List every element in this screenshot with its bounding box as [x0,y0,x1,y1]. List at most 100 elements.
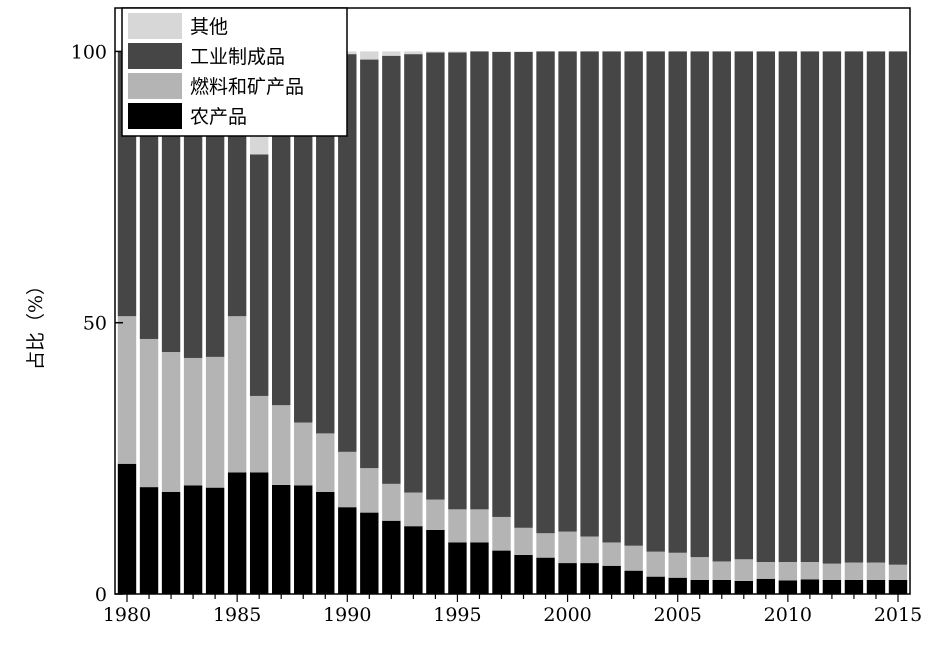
bar-segment-1998-series-0 [514,554,533,594]
bar-segment-1999-series-1 [536,533,555,558]
bar-segment-1991-series-0 [360,512,379,594]
bar-segment-2007-series-1 [712,561,731,580]
x-tick-label-1985: 1985 [213,604,261,626]
bar-segment-2013-series-2 [844,51,864,563]
legend-swatch-3 [128,103,182,129]
bar-segment-1984-series-1 [205,356,225,488]
bar-segment-1999-series-0 [536,557,555,594]
bar-segment-2014-series-0 [866,579,886,594]
bar-group [117,51,908,594]
bar-segment-2008-series-1 [734,559,753,581]
x-tick-label-2015: 2015 [874,604,922,626]
bar-segment-2003-series-2 [624,51,643,546]
legend-label-0: 其他 [190,16,228,38]
bar-segment-1992-series-2 [382,55,401,484]
bar-segment-1995-series-3 [448,51,467,53]
bar-segment-1992-series-3 [382,51,401,56]
bar-segment-1992-series-1 [382,483,401,521]
bar-segment-2002-series-0 [602,565,621,594]
bar-segment-2013-series-0 [844,579,864,594]
bar-segment-2012-series-2 [822,51,842,564]
plot-frame [114,7,911,595]
bar-segment-2006-series-1 [690,557,709,580]
legend-swatch-1 [128,43,182,69]
bar-segment-1996-series-1 [470,509,489,543]
bar-segment-1993-series-1 [404,492,423,527]
bar-segment-2004-series-1 [646,551,665,577]
bar-segment-1980-series-0 [117,463,137,594]
bar-segment-1998-series-3 [514,51,533,52]
bar-segment-2004-series-0 [646,576,665,594]
bar-segment-2009-series-1 [756,561,776,579]
x-tick-label-1980: 1980 [103,604,151,626]
bar-segment-2011-series-1 [800,561,820,580]
bar-segment-1990-series-2 [338,54,357,452]
bar-segment-2010-series-1 [778,561,798,581]
bar-segment-1998-series-1 [514,527,533,555]
legend-swatch-0 [128,13,182,39]
bar-segment-2003-series-1 [624,545,643,571]
bar-segment-1983-series-1 [183,357,203,486]
bar-segment-2008-series-2 [734,51,753,560]
bar-segment-1994-series-0 [426,529,445,594]
bar-segment-1987-series-0 [272,484,291,594]
bar-segment-1997-series-2 [492,51,511,517]
bar-segment-1986-series-2 [249,154,269,396]
bar-segment-1990-series-0 [338,507,357,594]
bar-segment-2005-series-0 [668,577,687,594]
bar-segment-1987-series-1 [272,405,291,485]
bar-segment-1984-series-0 [205,487,225,594]
y-axis-title: 占比（%） [25,276,47,370]
bar-segment-1996-series-0 [470,542,489,594]
bar-segment-1983-series-0 [183,485,203,594]
bar-segment-2013-series-1 [844,562,864,580]
x-tick-label-2010: 2010 [764,604,812,626]
bar-segment-1989-series-0 [316,491,335,594]
bar-segment-2007-series-0 [712,579,731,594]
bar-segment-2015-series-1 [888,564,908,580]
bar-segment-1995-series-2 [448,52,467,510]
bar-segment-2009-series-0 [756,578,776,594]
bar-segment-2011-series-0 [800,579,820,594]
bar-segment-1995-series-0 [448,542,467,594]
bar-segment-2015-series-0 [888,579,908,594]
bar-segment-1994-series-1 [426,499,445,530]
legend-label-3: 农产品 [190,106,247,128]
axes: 0 50 100 1980 1985 1990 1995 2000 2005 2010 2015 [71,7,922,626]
bar-segment-1998-series-2 [514,51,533,528]
bar-segment-1991-series-3 [360,51,379,60]
bar-segment-2008-series-0 [734,580,753,594]
bar-segment-2003-series-0 [624,570,643,594]
bar-segment-1990-series-1 [338,451,357,508]
y-tick-label-50: 50 [83,313,107,335]
bar-segment-1981-series-1 [139,338,159,488]
bar-segment-2005-series-1 [668,552,687,578]
y-tick-label-100: 100 [71,41,107,63]
bar-segment-1997-series-3 [492,51,511,52]
bar-segment-1980-series-1 [117,316,137,464]
bar-segment-1986-series-1 [249,395,269,473]
bar-segment-2015-series-2 [888,51,908,565]
bar-segment-2002-series-1 [602,542,621,566]
x-tick-label-2005: 2005 [654,604,702,626]
legend-label-2: 燃料和矿产品 [190,76,304,98]
bar-segment-1987-series-2 [272,51,291,406]
bar-segment-1996-series-2 [470,51,489,510]
bar-segment-2004-series-2 [646,51,665,552]
bar-segment-2010-series-0 [778,580,798,594]
bar-segment-1988-series-2 [294,51,313,423]
legend-label-1: 工业制成品 [190,46,285,68]
bar-segment-1999-series-2 [536,51,555,534]
bar-segment-1991-series-1 [360,468,379,513]
bar-segment-1995-series-1 [448,509,467,543]
bar-segment-2000-series-2 [558,51,577,532]
bar-segment-1988-series-0 [294,485,313,594]
y-tick-label-0: 0 [95,584,107,606]
bar-segment-2000-series-1 [558,531,577,564]
bar-segment-1994-series-2 [426,52,445,500]
bar-segment-2005-series-2 [668,51,687,553]
bar-segment-1985-series-1 [227,316,247,473]
bar-segment-2006-series-2 [690,51,709,558]
